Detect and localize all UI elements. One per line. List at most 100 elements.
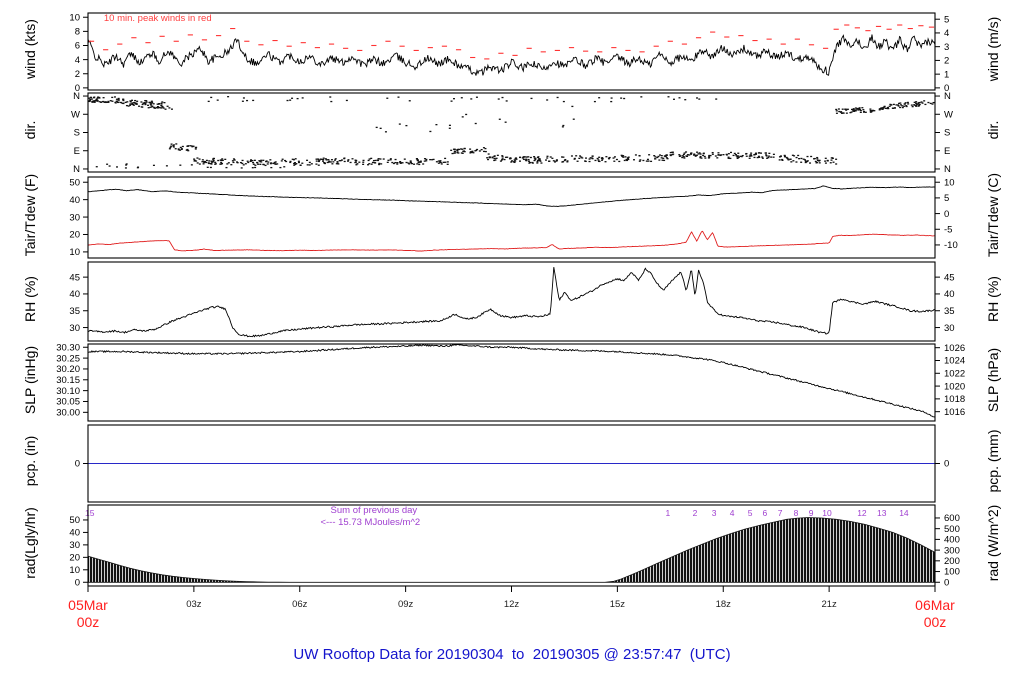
wind-direction-dot [623,159,626,162]
wind-direction-dot [660,157,663,159]
wind-direction-dot [244,163,247,165]
wind-direction-dot [295,163,298,165]
wind-direction-dot [766,157,769,159]
wind-direction-dot [131,99,134,101]
wind-direction-dot [236,162,239,164]
wind-direction-dot [501,155,504,157]
wind-direction-dot [741,154,744,157]
wind-direction-dot [681,155,684,157]
wind-direction-dot [220,161,223,164]
rad-right-tick-label: 100 [944,567,960,578]
wind-direction-dot [461,116,464,118]
wind-direction-dot [356,163,359,165]
wind-direction-dot [700,157,703,159]
wind-panel-frame [87,12,936,91]
wind-direction-dot [308,164,311,166]
wind-direction-dot [864,111,867,113]
wind-direction-dot [293,162,296,164]
wind-direction-dot [522,156,525,158]
wind-direction-dot [266,163,269,165]
wind-direction-dot [832,161,835,163]
wind-direction-dot [379,158,382,160]
wind-direction-dot [396,163,399,165]
wind-direction-dot [469,148,472,150]
wind-direction-dot [343,157,346,160]
wind-direction-dot [783,156,786,158]
wind-direction-dot [513,161,516,164]
wind-direction-dot [653,155,656,157]
wind-direction-dot [531,162,534,164]
wind-direction-dot [291,158,294,160]
wind-direction-dot [474,122,477,125]
wind-direction-dot [221,159,224,162]
wind-direction-dot [493,155,496,158]
wind-direction-dot [767,155,770,157]
wind-direction-dot [572,118,575,120]
wind-direction-dot [217,159,220,162]
wind-direction-dot [519,156,522,159]
wind-direction-dot [326,161,329,164]
wind-direction-dot [446,161,449,163]
wind-direction-dot [416,163,419,165]
wind-direction-dot [585,157,588,159]
wind-direction-dot [354,161,357,164]
wind-direction-dot [536,160,539,163]
rad-cumulative-mj-label: 1 [665,508,670,518]
wind-direction-dot [119,101,122,104]
wind-direction-dot [398,123,401,125]
wind-direction-dot [130,103,133,105]
wind-direction-dot [232,161,235,164]
wind-direction-dot [294,163,297,165]
wind-direction-dot [151,101,154,104]
wind-direction-dot [334,158,337,160]
wind-direction-dot [149,106,152,108]
wind-direction-dot [392,162,395,165]
wind-direction-dot [711,151,714,154]
wind-direction-dot [671,151,674,153]
wind-left-tick-label: 2 [75,69,80,80]
wind-direction-dot [306,159,309,161]
wind-direction-dot [696,97,699,99]
wind-direction-dot [475,96,478,98]
wind-direction-dot [259,160,262,163]
wind-direction-dot [410,162,413,165]
rad-cumulative-mj-label: 3 [712,508,717,518]
wind-direction-dot [627,156,630,158]
wind-direction-dot [115,98,118,100]
wind-direction-dot [193,158,196,160]
wind-direction-dot [179,149,182,151]
wind-direction-dot [748,157,751,159]
wind-direction-dot [923,100,926,102]
wind-direction-dot [201,161,204,163]
wind-direction-dot [93,100,96,102]
wind-direction-dot [924,103,927,106]
wind-direction-dot [417,161,420,163]
rad-cumulative-mj-label: 5 [748,508,753,518]
wind-direction-dot [596,157,599,160]
wind-direction-dot [460,148,463,150]
wind-direction-dot [824,162,827,164]
wind-direction-dot [189,145,192,147]
wind-direction-dot [239,161,242,164]
wind-direction-dot [187,150,190,152]
wind-direction-dot [553,161,556,163]
wind-direction-dot [206,166,209,168]
wind-direction-dot [142,102,145,104]
wind-direction-dot [96,99,99,102]
wind-direction-dot [857,109,860,111]
wind-direction-dot [561,156,564,158]
wind-direction-dot [396,162,399,164]
wind-direction-dot [224,158,227,161]
wind-direction-dot [622,155,625,157]
wind-direction-dot [739,155,742,158]
wind-direction-dot [252,99,255,102]
wind-direction-dot [538,159,541,161]
wind-direction-dot [156,103,159,105]
dir-left-tick-label: N [73,164,80,175]
wind-direction-dot [299,164,302,166]
wind-direction-dot [484,147,487,150]
wind-left-tick-label: 6 [75,41,80,52]
wind-direction-dot [682,156,685,158]
wind-direction-dot [96,97,99,99]
rad-cumulative-mj-label: 2 [693,508,698,518]
